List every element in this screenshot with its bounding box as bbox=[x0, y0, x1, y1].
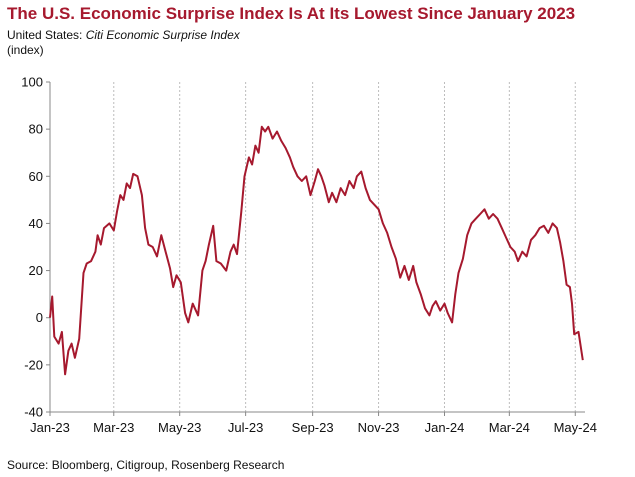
chart-title: The U.S. Economic Surprise Index Is At I… bbox=[7, 4, 576, 23]
series-line bbox=[49, 125, 584, 376]
y-tick-label: 20 bbox=[29, 263, 43, 278]
x-tick-label: May-23 bbox=[158, 420, 201, 435]
x-axis-ticks: Jan-23 Mar-23 May-23 Jul-23 Sep-23 Nov-23 Jan-… bbox=[30, 412, 597, 435]
y-axis-ticks: 100 80 60 40 20 0 -20 -40 bbox=[21, 75, 50, 420]
x-tick-label: Mar-23 bbox=[93, 420, 134, 435]
x-tick-label: Jan-23 bbox=[30, 420, 70, 435]
chart-subtitle: United States: Citi Economic Surprise In… bbox=[7, 28, 240, 42]
y-tick-label: 100 bbox=[21, 75, 43, 90]
y-axis-unit: (index) bbox=[7, 43, 44, 57]
subtitle-series: Citi Economic Surprise Index bbox=[85, 28, 240, 42]
y-tick-label: -20 bbox=[24, 357, 43, 372]
subtitle-prefix: United States: bbox=[7, 28, 86, 42]
y-tick-label: 40 bbox=[29, 216, 43, 231]
grid-lines bbox=[113, 82, 576, 412]
x-tick-label: Mar-24 bbox=[489, 420, 530, 435]
source-note: Source: Bloomberg, Citigroup, Rosenberg … bbox=[7, 458, 285, 472]
y-tick-label: -40 bbox=[24, 405, 43, 420]
x-tick-label: Jul-23 bbox=[228, 420, 263, 435]
x-tick-label: May-24 bbox=[554, 420, 597, 435]
x-tick-label: Jan-24 bbox=[425, 420, 465, 435]
y-tick-label: 60 bbox=[29, 169, 43, 184]
x-tick-label: Nov-23 bbox=[358, 420, 400, 435]
y-tick-label: 0 bbox=[36, 310, 43, 325]
y-tick-label: 80 bbox=[29, 122, 43, 137]
x-tick-label: Sep-23 bbox=[292, 420, 334, 435]
